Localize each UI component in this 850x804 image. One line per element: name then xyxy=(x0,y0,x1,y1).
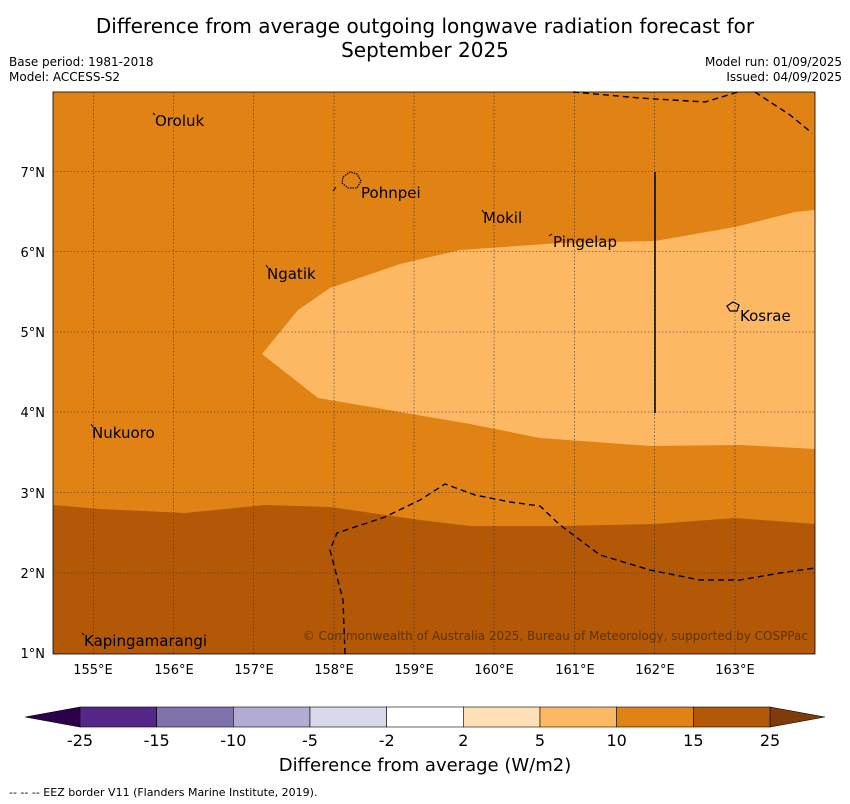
band-15-25 xyxy=(53,505,815,654)
meta-left: Base period: 1981-2018 Model: ACCESS-S2 xyxy=(9,55,154,85)
ant-atoll-mark xyxy=(332,186,337,192)
lon-tick-163: 163°E xyxy=(715,663,755,678)
colorbar-title: Difference from average (W/m2) xyxy=(278,755,572,776)
colorbar xyxy=(24,706,826,728)
colorbar-swatch xyxy=(539,706,617,728)
label-oroluk: Oroluk xyxy=(155,112,204,130)
chart-title: Difference from average outgoing longwav… xyxy=(95,14,755,62)
colorbar-swatch xyxy=(616,706,694,728)
colorbar-tick-label: -5 xyxy=(302,731,318,750)
label-mokil: Mokil xyxy=(483,209,522,227)
lon-axis: 155°E 156°E 157°E 158°E 159°E 160°E 161°… xyxy=(73,663,755,678)
copyright-credit: © Commonwealth of Australia 2025, Bureau… xyxy=(303,629,808,643)
model-name: Model: ACCESS-S2 xyxy=(9,70,121,84)
eez-border xyxy=(329,91,816,655)
colorbar-swatch xyxy=(79,706,157,728)
label-pingelap: Pingelap xyxy=(553,233,617,251)
colorbar-tick-label: 15 xyxy=(683,731,703,750)
issued-date: Issued: 04/09/2025 xyxy=(726,70,842,84)
lon-tick-157: 157°E xyxy=(234,663,274,678)
colorbar-tick-label: -10 xyxy=(220,731,246,750)
lon-tick-162: 162°E xyxy=(635,663,675,678)
meta-right: Model run: 01/09/2025 Issued: 04/09/2025 xyxy=(705,55,842,85)
colorbar-low-extend xyxy=(24,706,81,728)
lon-tick-159: 159°E xyxy=(394,663,434,678)
lat-tick-1: 1°N xyxy=(21,647,46,662)
colorbar-high-extend xyxy=(769,706,826,728)
map-frame xyxy=(52,91,816,655)
lat-tick-2: 2°N xyxy=(21,567,46,582)
colorbar-tick-label: 5 xyxy=(535,731,545,750)
colorbar-tick-label: 25 xyxy=(760,731,780,750)
atoll-marks xyxy=(81,112,553,636)
label-nukuoro: Nukuoro xyxy=(92,424,155,442)
eez-legend-note: -- -- -- EEZ border V11 (Flanders Marine… xyxy=(9,786,318,799)
lat-axis: 1°N 2°N 3°N 4°N 5°N 6°N 7°N xyxy=(21,166,46,662)
band-5-10 xyxy=(262,210,815,449)
lon-tick-158: 158°E xyxy=(314,663,354,678)
colorbar-swatch xyxy=(463,706,541,728)
lat-tick-3: 3°N xyxy=(21,487,46,502)
lon-tick-156: 156°E xyxy=(154,663,194,678)
label-ngatik: Ngatik xyxy=(267,265,316,283)
colorbar-swatch xyxy=(693,706,771,728)
pohnpei-island-outline xyxy=(341,171,362,189)
colorbar-swatch xyxy=(233,706,311,728)
lon-tick-155: 155°E xyxy=(73,663,113,678)
lat-tick-4: 4°N xyxy=(21,406,46,421)
colorbar-swatch xyxy=(386,706,464,728)
colorbar-ticks: -25 -15 -10 -5 -2 2 5 10 15 25 xyxy=(67,731,780,750)
lon-tick-160: 160°E xyxy=(474,663,514,678)
label-kapingamarangi: Kapingamarangi xyxy=(84,632,207,650)
colorbar-tick-label: -2 xyxy=(379,731,395,750)
lat-tick-7: 7°N xyxy=(21,166,46,181)
lon-tick-161: 161°E xyxy=(555,663,595,678)
label-kosrae: Kosrae xyxy=(740,307,791,325)
colorbar-swatch xyxy=(156,706,234,728)
lat-tick-6: 6°N xyxy=(21,246,46,261)
colorbar-tick-label: 10 xyxy=(606,731,626,750)
kosrae-island-outline xyxy=(726,301,740,312)
colorbar-swatch xyxy=(309,706,387,728)
base-period: Base period: 1981-2018 xyxy=(9,55,154,69)
colorbar-tick-label: -15 xyxy=(144,731,170,750)
colorbar-tick-label: 2 xyxy=(458,731,468,750)
lat-tick-5: 5°N xyxy=(21,326,46,341)
label-pohnpei: Pohnpei xyxy=(361,184,421,202)
model-run: Model run: 01/09/2025 xyxy=(704,55,842,69)
colorbar-tick-label: -25 xyxy=(67,731,93,750)
